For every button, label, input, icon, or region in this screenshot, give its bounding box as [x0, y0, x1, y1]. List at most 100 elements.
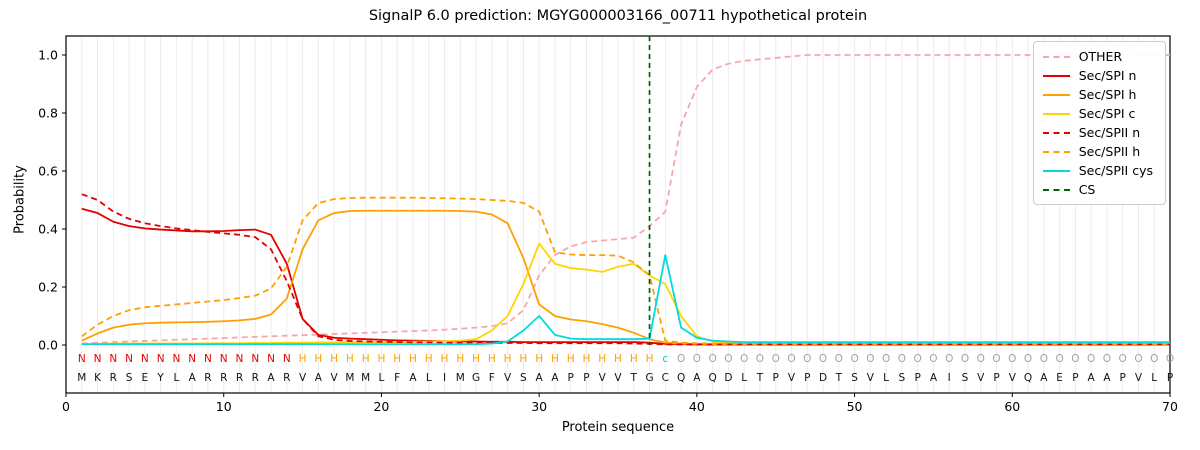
region-letter: N — [236, 353, 244, 365]
region-letter: H — [614, 353, 622, 365]
legend-item-sec-spii-cys: Sec/SPII cys — [1042, 163, 1153, 178]
region-letter: N — [172, 353, 180, 365]
sequence-letter: P — [1120, 372, 1126, 384]
sequence-letter: V — [504, 372, 512, 384]
legend-item-sec-spii-n: Sec/SPII n — [1042, 125, 1153, 140]
region-letter: H — [314, 353, 322, 365]
region-letter: N — [141, 353, 149, 365]
sequence-letter: A — [1088, 372, 1096, 384]
region-letter: O — [1150, 353, 1158, 365]
region-letter: O — [740, 353, 748, 365]
sequence-letter: Q — [1024, 372, 1032, 384]
sequence-letter: S — [126, 372, 133, 384]
region-letter: O — [1134, 353, 1142, 365]
sequence-letter: A — [189, 372, 197, 384]
sequence-letter: L — [426, 372, 432, 384]
sequence-letter: T — [756, 372, 764, 384]
sequence-letter: Q — [677, 372, 685, 384]
sequence-letter: K — [94, 372, 102, 384]
sequence-letter: L — [378, 372, 384, 384]
legend-line-sample-sec-spi-c — [1042, 112, 1070, 115]
sequence-letter: R — [220, 372, 227, 384]
region-letter: N — [125, 353, 133, 365]
region-letter: H — [346, 353, 354, 365]
legend-line-sample-sec-spii-h — [1042, 150, 1070, 153]
region-letter: O — [756, 353, 764, 365]
legend-item-sec-spi-c: Sec/SPI c — [1042, 106, 1153, 121]
sequence-letter: G — [645, 372, 653, 384]
region-letter: H — [646, 353, 654, 365]
x-tick-label: 30 — [531, 399, 547, 414]
region-letter: N — [283, 353, 291, 365]
region-letter: N — [251, 353, 259, 365]
sequence-letter: A — [693, 372, 701, 384]
sequence-letter: V — [977, 372, 985, 384]
x-tick-label: 50 — [847, 399, 863, 414]
sequence-letter: V — [1135, 372, 1143, 384]
region-letter: H — [567, 353, 575, 365]
sequence-letter: V — [599, 372, 607, 384]
sequence-letter: I — [948, 372, 951, 384]
region-letter: O — [898, 353, 906, 365]
legend-label: Sec/SPII cys — [1078, 163, 1153, 178]
y-tick-label: 0.4 — [38, 222, 58, 237]
sequence-letter: C — [662, 372, 669, 384]
sequence-letter: R — [204, 372, 211, 384]
sequence-letter: A — [1103, 372, 1111, 384]
region-letter: H — [551, 353, 559, 365]
region-letter: N — [220, 353, 228, 365]
x-tick-label: 0 — [62, 399, 70, 414]
legend-line-sample-other — [1042, 55, 1070, 58]
x-tick-label: 60 — [1004, 399, 1020, 414]
x-tick-label: 40 — [689, 399, 705, 414]
sequence-letter: M — [361, 372, 370, 384]
sequence-letter: L — [1151, 372, 1157, 384]
region-letter: O — [1087, 353, 1095, 365]
legend-label: CS — [1078, 182, 1096, 197]
sequence-letter: P — [583, 372, 589, 384]
series-line-sec-spii-h — [81, 196, 1170, 345]
region-letter: H — [504, 353, 512, 365]
region-letter: O — [835, 353, 843, 365]
region-letter: O — [772, 353, 780, 365]
legend-item-other: OTHER — [1042, 49, 1153, 64]
sequence-letter: Y — [156, 372, 164, 384]
region-letter: H — [299, 353, 307, 365]
legend: OTHER Sec/SPI n Sec/SPI h Sec/SPI c Sec/SPII… — [1032, 41, 1166, 205]
region-letter: O — [866, 353, 874, 365]
region-letter: O — [977, 353, 985, 365]
sequence-letter: F — [489, 372, 495, 384]
region-letter: O — [1024, 353, 1032, 365]
legend-line-sample-sec-spii-cys — [1042, 169, 1070, 172]
region-letter: O — [961, 353, 969, 365]
legend-line-sample-sec-spii-n — [1042, 131, 1070, 134]
region-letter: H — [488, 353, 496, 365]
series-line-sec-spii-cys — [81, 254, 1170, 346]
sequence-letter: D — [819, 372, 827, 384]
region-letter: N — [204, 353, 212, 365]
region-letter: O — [945, 353, 953, 365]
region-letter: O — [677, 353, 685, 365]
region-letter: N — [188, 353, 196, 365]
sequence-letter: L — [741, 372, 747, 384]
legend-item-cs: CS — [1042, 182, 1153, 197]
sequence-letter: A — [409, 372, 417, 384]
sequence-letter: E — [1056, 372, 1063, 384]
region-letter: O — [724, 353, 732, 365]
sequence-letter: R — [283, 372, 290, 384]
y-tick-label: 0.0 — [38, 338, 58, 353]
legend-label: Sec/SPII h — [1078, 144, 1141, 159]
sequence-letter: P — [914, 372, 920, 384]
region-letter: O — [850, 353, 858, 365]
sequence-letter: T — [835, 372, 843, 384]
sequence-letter: D — [724, 372, 732, 384]
y-tick-label: 0.8 — [38, 106, 58, 121]
sequence-letter: V — [1009, 372, 1017, 384]
legend-item-sec-spi-h: Sec/SPI h — [1042, 87, 1153, 102]
series-line-sec-spi-c — [81, 242, 1170, 346]
sequence-letter: G — [472, 372, 480, 384]
legend-label: Sec/SPI c — [1078, 106, 1136, 121]
region-letter: H — [409, 353, 417, 365]
